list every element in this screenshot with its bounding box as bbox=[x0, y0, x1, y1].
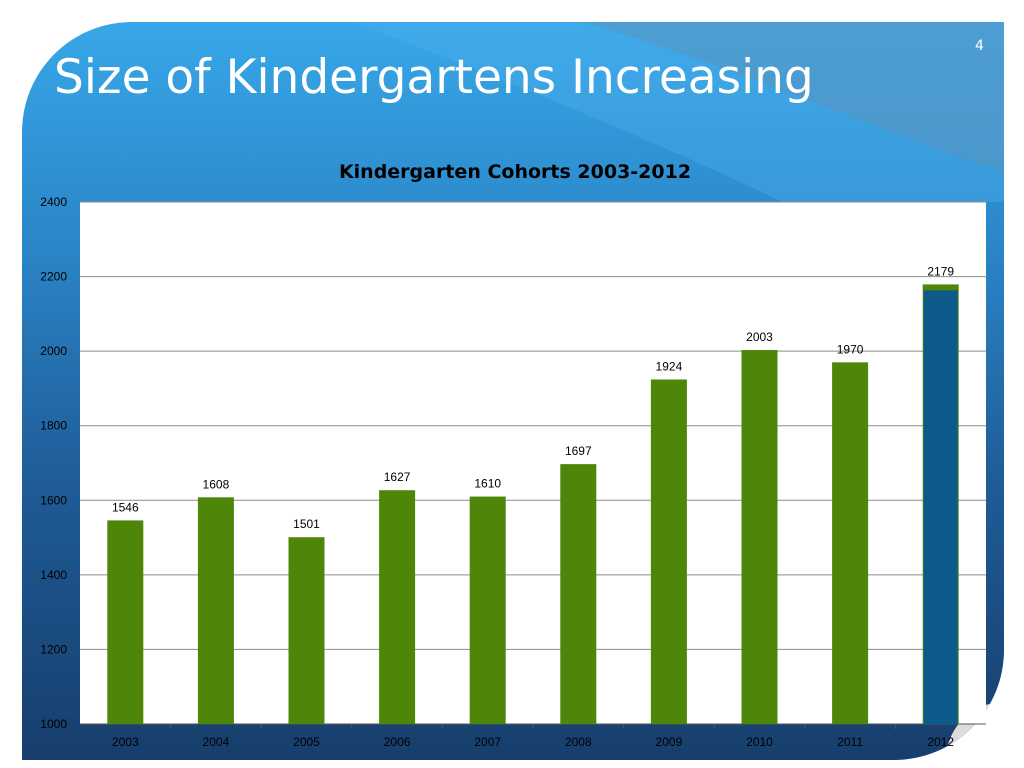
bar bbox=[469, 496, 506, 724]
data-label: 1627 bbox=[384, 470, 411, 484]
data-label: 1697 bbox=[565, 444, 592, 458]
y-tick-label: 1000 bbox=[40, 717, 67, 731]
x-tick-label: 2005 bbox=[293, 735, 320, 749]
y-tick-label: 2000 bbox=[40, 344, 67, 358]
x-tick-label: 2012 bbox=[927, 735, 954, 749]
data-label: 2179 bbox=[927, 264, 954, 278]
data-labels: 1546 1608 1501 1627 1610 1697 1924 2003 1970 2179 bbox=[112, 264, 954, 531]
y-tick-label: 1200 bbox=[40, 642, 67, 656]
slide-title: Size of Kindergartens Increasing bbox=[54, 50, 814, 105]
y-tick-label: 1400 bbox=[40, 568, 67, 582]
x-tick-label: 2011 bbox=[837, 735, 863, 749]
data-label: 1608 bbox=[203, 477, 230, 491]
background-wave bbox=[352, 22, 1004, 202]
x-tick-label: 2007 bbox=[474, 735, 501, 749]
x-tick-label: 2009 bbox=[656, 735, 683, 749]
x-tick-label: 2006 bbox=[384, 735, 411, 749]
y-tick-label: 1800 bbox=[40, 419, 67, 433]
y-tick-label: 2200 bbox=[40, 270, 67, 284]
data-label: 1970 bbox=[837, 342, 864, 356]
x-tick-label: 2008 bbox=[565, 735, 592, 749]
data-label: 1501 bbox=[293, 517, 320, 531]
y-axis: 1000 1200 1400 1600 1800 2000 2200 2400 bbox=[40, 195, 67, 731]
x-tick-label: 2003 bbox=[112, 735, 139, 749]
bar bbox=[741, 350, 778, 724]
y-tick-label: 1600 bbox=[40, 493, 67, 507]
x-axis: 2003 2004 2005 2006 2007 2008 2009 2010 2011 2012 bbox=[112, 724, 954, 749]
bar bbox=[650, 379, 687, 724]
slide-number: 4 bbox=[975, 38, 984, 54]
data-label: 1610 bbox=[474, 477, 501, 491]
bar bbox=[832, 362, 869, 724]
bar-highlight bbox=[923, 290, 958, 724]
bar bbox=[197, 497, 234, 724]
y-tick-label: 2400 bbox=[40, 195, 67, 209]
data-label: 2003 bbox=[746, 330, 773, 344]
bar bbox=[560, 464, 597, 724]
data-label: 1546 bbox=[112, 500, 139, 514]
x-tick-label: 2010 bbox=[746, 735, 773, 749]
bar bbox=[288, 537, 325, 724]
data-label: 1924 bbox=[656, 359, 683, 373]
bars bbox=[107, 284, 959, 724]
x-tick-label: 2004 bbox=[203, 735, 230, 749]
chart-title: Kindergarten Cohorts 2003-2012 bbox=[339, 161, 691, 183]
bar bbox=[379, 490, 416, 724]
bar bbox=[107, 520, 144, 724]
